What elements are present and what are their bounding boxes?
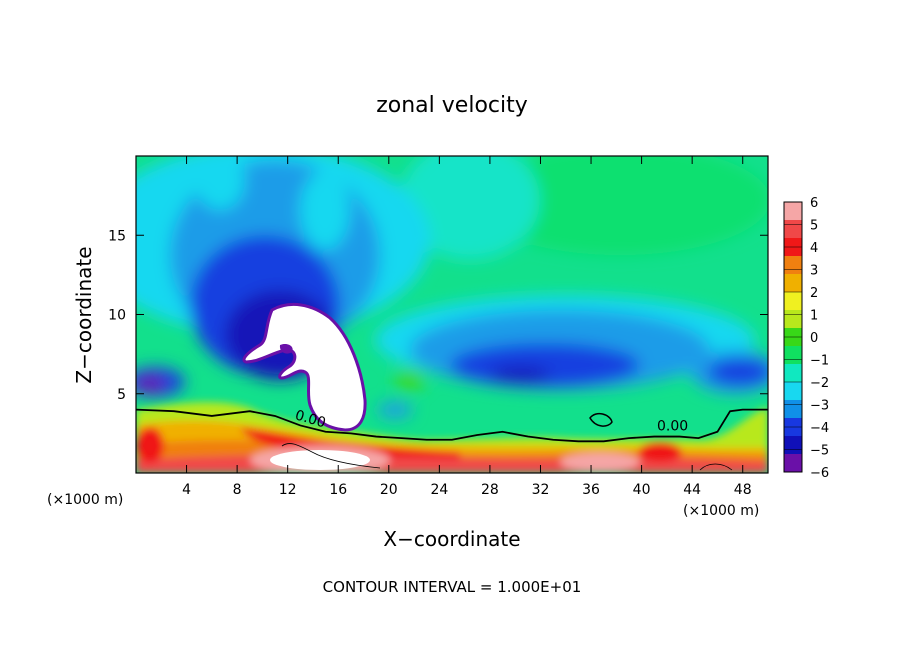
colorbar-label: −4	[810, 421, 829, 436]
colorbar-swatch	[784, 292, 802, 311]
contour-interval-footer: CONTOUR INTERVAL = 1.000E+01	[323, 578, 582, 596]
x-tick-label: 8	[233, 482, 242, 498]
x-tick-label: 24	[430, 482, 448, 498]
x-tick-label: 32	[532, 482, 550, 498]
colorbar-swatch	[784, 202, 802, 221]
colorbar-label: −1	[810, 354, 829, 369]
colorbar-label: −6	[810, 466, 829, 481]
colorbar-label: −5	[810, 444, 829, 459]
colorbar-swatch	[784, 382, 802, 401]
colorbar-swatch	[784, 220, 802, 239]
chart-title: zonal velocity	[376, 93, 528, 118]
colorbar-swatch	[784, 454, 802, 473]
colorbar-label: −3	[810, 399, 829, 414]
x-tick-label: 44	[683, 482, 701, 498]
colorbar-label: 5	[810, 219, 818, 234]
x-tick-label: 4	[182, 482, 191, 498]
x-tick-label: 16	[329, 482, 347, 498]
thin-contour-surface	[281, 443, 381, 469]
colorbar-labels: 6 5 4 3 2 1 0 −1 −2 −3 −4 −5 −6	[810, 196, 829, 481]
contour-label: 0.00	[657, 418, 688, 434]
y-tick-label: 10	[108, 308, 126, 324]
x-tick-label: 20	[380, 482, 398, 498]
velocity-field	[136, 156, 768, 473]
axis-ticks	[136, 156, 768, 473]
colorbar-label: 1	[810, 309, 818, 324]
colorbar-swatch	[784, 364, 802, 383]
x-axis-label: X−coordinate	[383, 527, 520, 551]
y-axis-label: Z−coordinate	[72, 246, 96, 383]
colorbar-label: 4	[810, 241, 818, 256]
x-tick-label: 28	[481, 482, 499, 498]
colorbar-label: 2	[810, 286, 818, 301]
colorbar-label: 6	[810, 196, 818, 211]
x-tick-label: 36	[582, 482, 600, 498]
colorbar-swatch	[784, 256, 802, 275]
colorbar-swatch	[784, 310, 802, 329]
colorbar-swatch	[784, 274, 802, 293]
small-contour-loop	[589, 412, 613, 427]
x-tick-label: 40	[633, 482, 651, 498]
x-units-right: (×1000 m)	[683, 503, 759, 519]
zero-contour	[136, 408, 768, 443]
thin-contour-right	[699, 463, 733, 471]
y-tick-label: 5	[117, 387, 126, 403]
y-tick-label: 15	[108, 228, 126, 244]
colorbar-swatch	[784, 436, 802, 455]
colorbar-label: −2	[810, 376, 829, 391]
x-units-left: (×1000 m)	[47, 492, 123, 508]
field-blobs	[136, 156, 768, 418]
colorbar-swatch	[784, 346, 802, 365]
colorbar-label: 3	[810, 264, 818, 279]
x-tick-label: 48	[734, 482, 752, 498]
colorbar-swatch	[784, 400, 802, 419]
colorbar	[784, 201, 802, 473]
vortex-region	[242, 303, 367, 432]
x-tick-label: 12	[279, 482, 297, 498]
colorbar-label: 0	[810, 331, 818, 346]
colorbar-frame	[783, 201, 803, 473]
